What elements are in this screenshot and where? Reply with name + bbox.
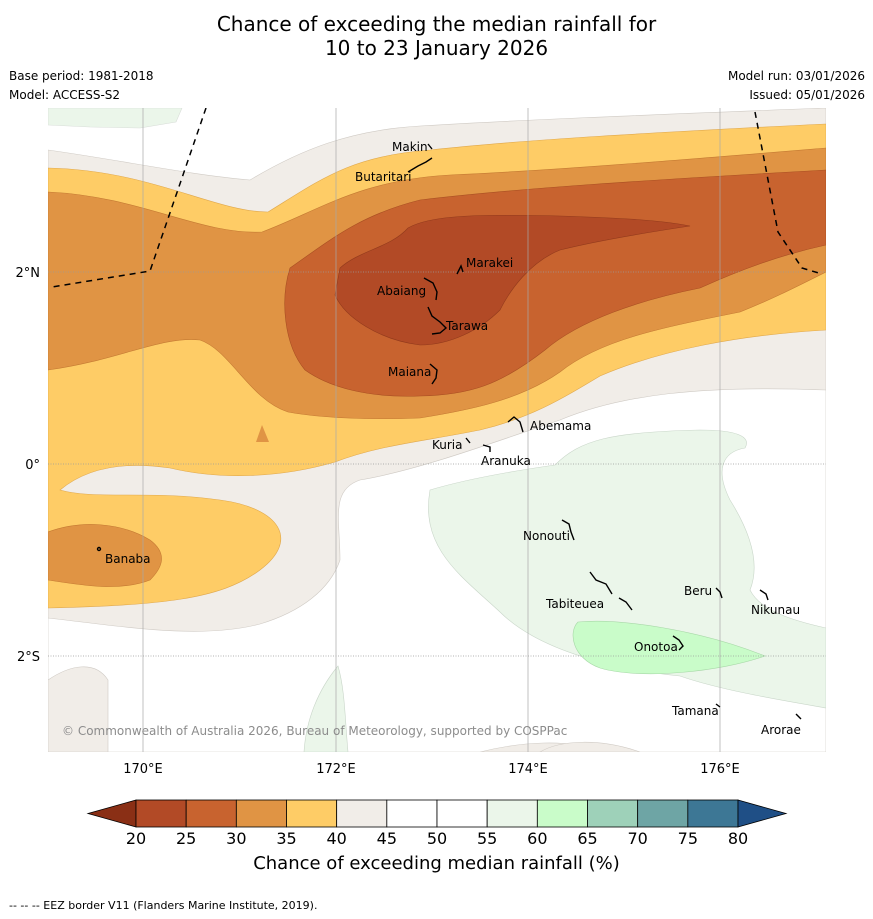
issued-text: Issued: 05/01/2026 (749, 88, 865, 102)
colorbar-tick-label: 80 (728, 829, 748, 848)
colorbar-tick-label: 30 (226, 829, 246, 848)
title-line-1: Chance of exceeding the median rainfall … (216, 12, 657, 36)
label-maiana: Maiana (388, 365, 431, 379)
colorbar-cell (687, 799, 739, 828)
meta-right: Model run: 03/01/2026 Issued: 05/01/2026 (728, 67, 865, 105)
colorbar-tick-label: 70 (627, 829, 647, 848)
label-tabiteuea: Tabiteuea (545, 597, 604, 611)
makin-island (427, 143, 433, 150)
copyright-text: © Commonwealth of Australia 2026, Bureau… (62, 724, 568, 738)
lat-lines (48, 271, 826, 657)
colorbar-tick-label: 40 (326, 829, 346, 848)
colorbar-tick-label: 25 (176, 829, 196, 848)
contour-layer: Makin Butaritari Marakei Abaiang Tarawa … (48, 108, 826, 752)
label-kuria: Kuria (432, 438, 463, 452)
colorbar-tick-label: 45 (377, 829, 397, 848)
colorbar-labels: 20 25 30 35 40 45 50 55 60 65 70 75 80 (126, 829, 748, 848)
colorbar-cell (436, 799, 488, 828)
colorbar-low-arrow (86, 799, 137, 828)
colorbar-title: Chance of exceeding median rainfall (%) (253, 853, 620, 874)
colorbar-cell (587, 799, 639, 828)
model-run-text: Model run: 03/01/2026 (727, 69, 865, 83)
label-arorae: Arorae (761, 723, 801, 737)
eez-border (51, 108, 823, 288)
label-tamana: Tamana (671, 704, 719, 718)
x-tick-170: 170°E (123, 762, 163, 777)
label-butaritari: Butaritari (355, 170, 412, 184)
label-abaiang: Abaiang (377, 284, 426, 298)
label-makin: Makin (392, 140, 428, 154)
x-tick-172: 172°E (316, 762, 356, 777)
label-marakei: Marakei (466, 256, 513, 270)
label-aranuka: Aranuka (481, 454, 531, 468)
label-nonouti: Nonouti (523, 529, 570, 543)
y-tick-2n: 2°N (16, 266, 41, 281)
colorbar-cell (386, 799, 438, 828)
colorbar-cell (185, 799, 237, 828)
y-tick-0: 0° (25, 458, 40, 473)
colorbar-high-arrow (737, 799, 788, 828)
contour-40-45-bottom (539, 741, 641, 752)
colorbar-tick-label: 65 (577, 829, 597, 848)
x-axis-ticks: 170°E 172°E 174°E 176°E (123, 762, 740, 777)
colorbar-tick-label: 20 (126, 829, 146, 848)
label-abemama: Abemama (530, 419, 591, 433)
colorbar-cell (336, 799, 388, 828)
model-text: Model: ACCESS-S2 (9, 88, 121, 102)
colorbar: 20 25 30 35 40 45 50 55 60 65 70 75 80 (86, 799, 788, 848)
colorbar-tick-label: 50 (427, 829, 447, 848)
label-beru: Beru (684, 584, 712, 598)
contour-40-45-bottomleft (48, 666, 109, 752)
base-period-text: Base period: 1981-2018 (9, 69, 154, 83)
y-tick-2s: 2°S (17, 650, 40, 665)
contour-60-65 (572, 620, 766, 675)
y-axis-ticks: 2°N 0° 2°S (16, 266, 41, 665)
map-title: Chance of exceeding the median rainfall … (0, 12, 873, 60)
colorbar-tick-label: 55 (477, 829, 497, 848)
islands (96, 143, 802, 720)
x-tick-174: 174°E (508, 762, 548, 777)
label-nikunau: Nikunau (751, 603, 800, 617)
place-labels: Makin Butaritari Marakei Abaiang Tarawa … (105, 140, 801, 737)
contour-55-60-topleft (48, 108, 183, 129)
colorbar-cell (486, 799, 538, 828)
x-tick-176: 176°E (700, 762, 740, 777)
title-line-2: 10 to 23 January 2026 (324, 36, 549, 60)
colorbar-cell (135, 799, 187, 828)
colorbar-cells (135, 799, 739, 828)
label-banaba: Banaba (105, 552, 151, 566)
colorbar-tick-label: 75 (678, 829, 698, 848)
label-onotoa: Onotoa (634, 640, 678, 654)
label-tarawa: Tarawa (445, 319, 488, 333)
colorbar-tick-label: 35 (276, 829, 296, 848)
colorbar-cell (637, 799, 689, 828)
meta-left: Base period: 1981-2018 Model: ACCESS-S2 (9, 67, 154, 105)
colorbar-tick-label: 60 (527, 829, 547, 848)
contour-30-35-banaba (48, 524, 162, 587)
contour-small-patch (256, 425, 269, 442)
eez-footnote: -- -- -- EEZ border V11 (Flanders Marine… (9, 899, 318, 912)
colorbar-cell (235, 799, 287, 828)
grid-lines (142, 108, 721, 752)
colorbar-cell (286, 799, 338, 828)
contour-20-25 (334, 214, 691, 346)
contour-55-60-south (303, 665, 349, 752)
colorbar-cell (536, 799, 588, 828)
